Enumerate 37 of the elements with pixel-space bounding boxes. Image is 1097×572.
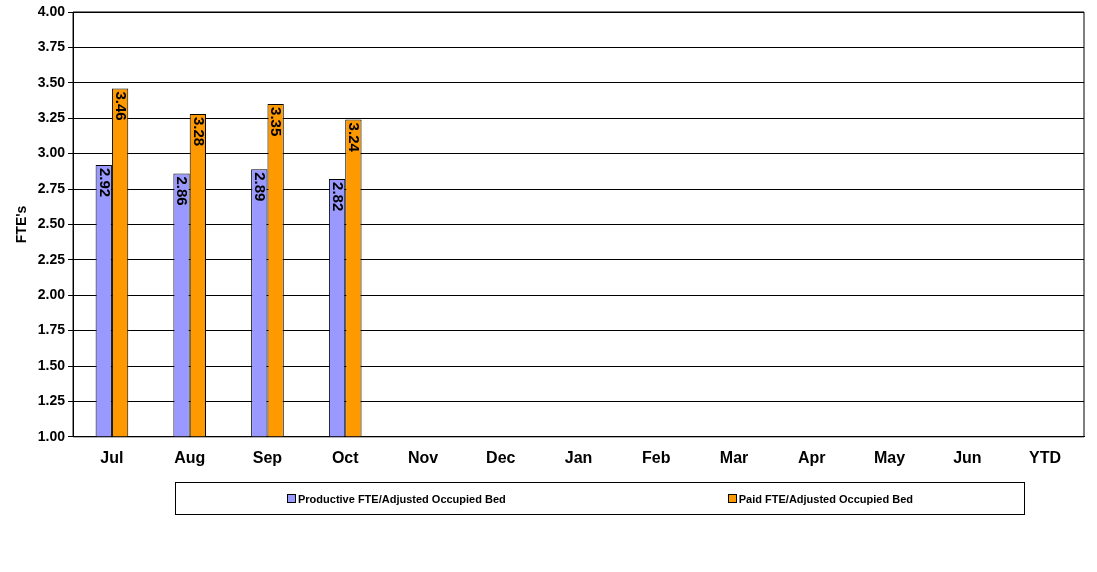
text: 2.50 [37,215,66,232]
text: 3.50 [37,73,66,90]
text: 2.25 [37,250,66,267]
text: 3.75 [37,38,66,55]
x-tick-label: Sep [252,448,283,466]
x-tick-label: Aug [174,448,206,466]
text: 3.25 [37,109,66,126]
legend-label: Paid FTE/Adjusted Occupied Bed [737,492,913,505]
x-tick-label: Oct [331,448,360,466]
data-label: 3.28 [190,116,208,147]
text: 4.00 [37,2,66,19]
text: 2.75 [37,179,66,196]
x-tick-label: Nov [407,448,439,466]
text: 1.00 [37,427,66,444]
data-label: 3.35 [268,107,286,137]
x-tick-label: May [874,448,906,466]
data-label: 3.46 [112,91,130,121]
x-tick-label: Jul [100,448,124,466]
legend-label: Productive FTE/Adjusted Occupied Bed [297,492,506,505]
text: 1.25 [37,392,66,409]
data-label: 2.82 [329,182,347,212]
x-tick-label: Mar [719,448,749,466]
text: 1.50 [37,356,66,373]
data-label: 2.86 [174,176,192,206]
x-tick-label: Feb [642,448,671,466]
text: 3.00 [37,144,66,161]
data-label: 3.24 [346,122,364,153]
x-tick-label: Apr [798,448,826,466]
text: 1.75 [37,321,66,338]
x-tick-label: Jun [953,448,982,466]
y-axis-title: FTE's [13,205,30,244]
x-tick-label: Dec [486,448,516,466]
x-tick-label: Jan [564,448,593,466]
text: 2.00 [37,286,66,303]
data-label: 2.89 [252,172,270,202]
x-tick-label: YTD [1029,448,1062,466]
data-label: 2.92 [96,167,114,198]
